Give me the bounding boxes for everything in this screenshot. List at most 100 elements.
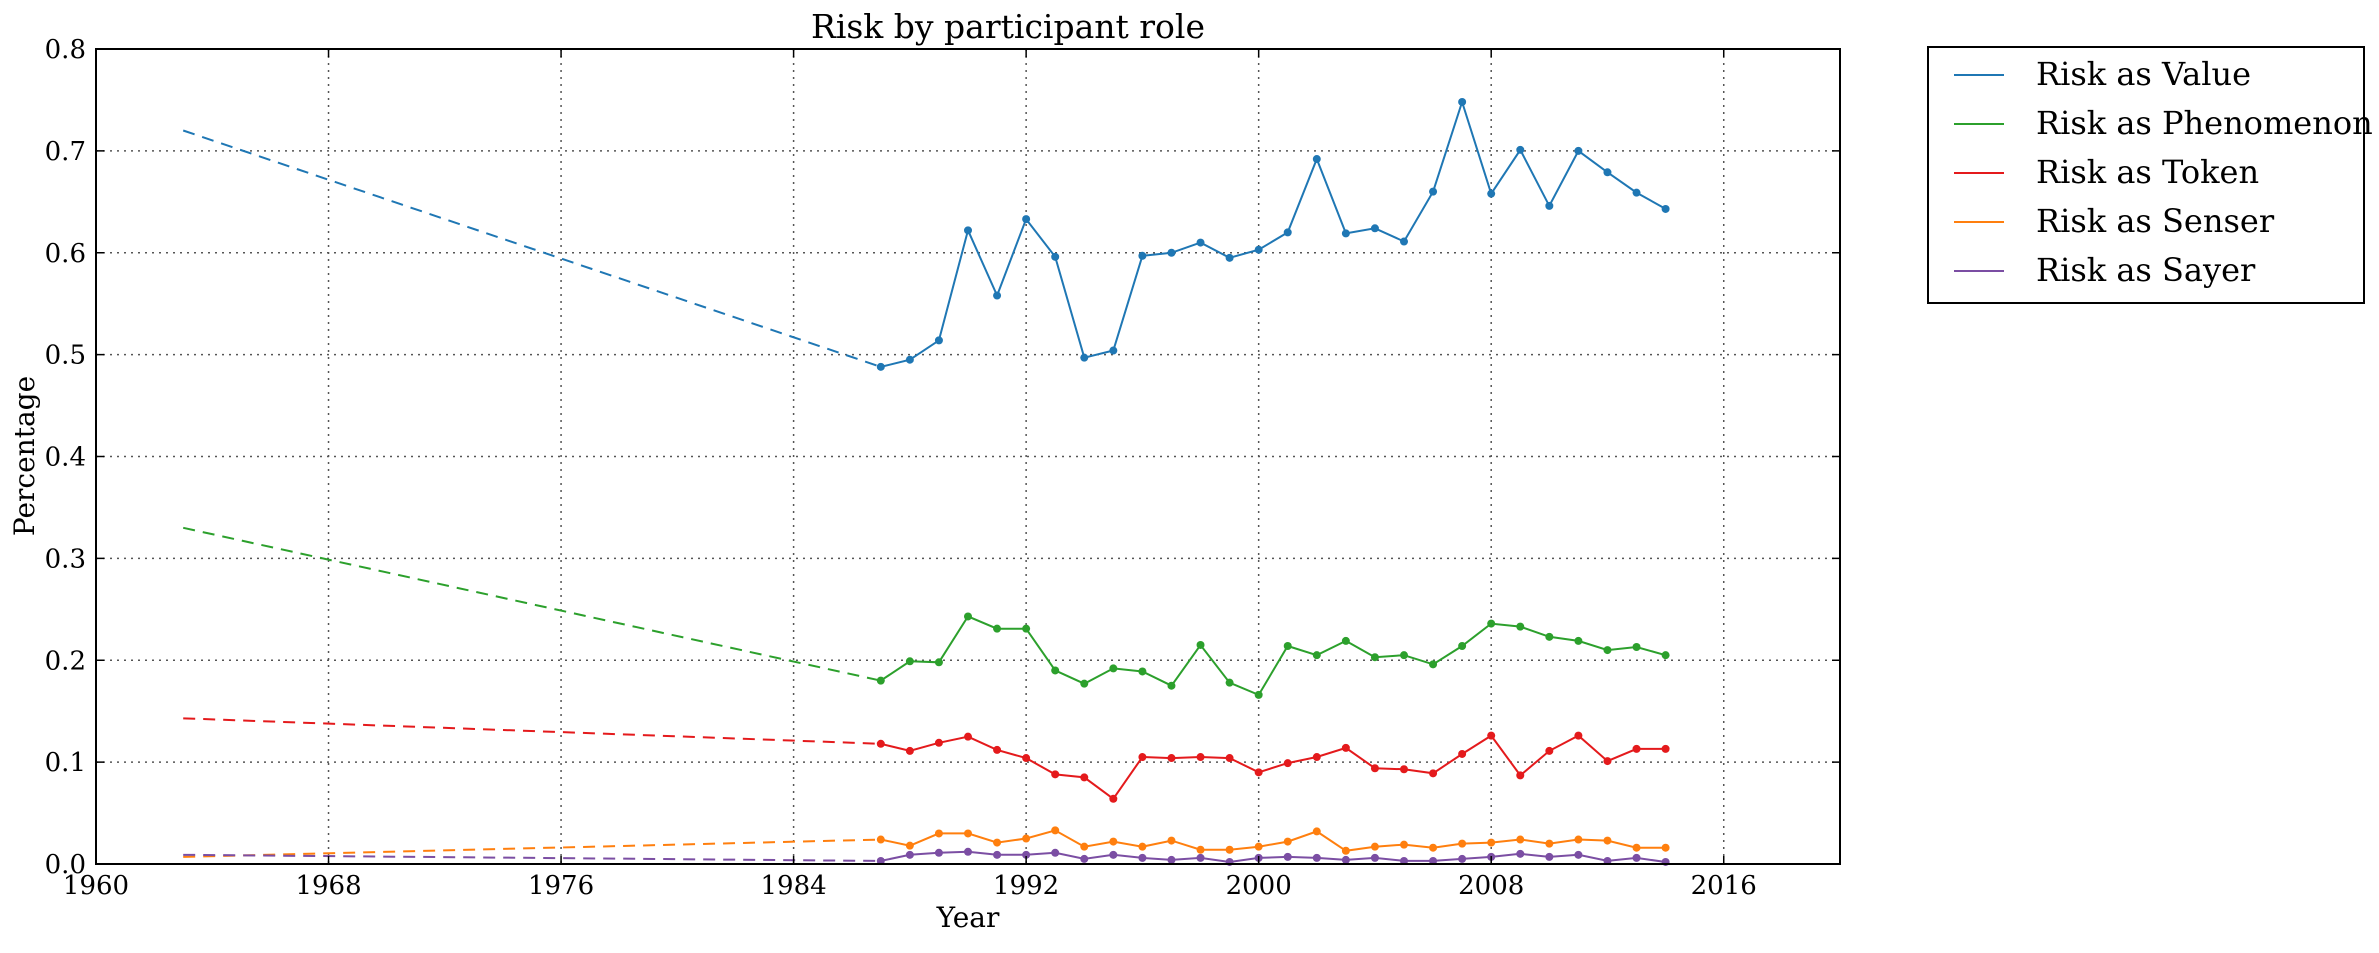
x-tick-label: 1960 [63, 871, 129, 901]
x-tick-label: 1984 [761, 871, 827, 901]
data-point [1487, 619, 1496, 628]
data-point [1254, 690, 1263, 699]
data-point [1283, 852, 1292, 861]
series-1 [182, 97, 1670, 371]
data-point [1545, 201, 1554, 210]
data-point [1341, 743, 1350, 752]
data-point [1196, 640, 1205, 649]
data-point [1022, 850, 1031, 859]
data-point [1632, 188, 1641, 197]
data-point [1429, 843, 1438, 852]
data-point [1603, 836, 1612, 845]
series-trend-line [183, 838, 881, 858]
data-point [964, 226, 972, 235]
series-line [880, 829, 1666, 852]
data-point [905, 355, 914, 364]
x-tick-label: 1968 [295, 871, 361, 901]
data-point [1516, 145, 1525, 154]
data-point [1458, 97, 1467, 106]
data-point [1632, 744, 1641, 753]
data-point [1051, 252, 1060, 261]
data-point [876, 362, 885, 371]
data-point [993, 838, 1002, 847]
series-line [880, 98, 1667, 368]
data-point [1109, 664, 1118, 673]
data-point [1429, 187, 1438, 196]
data-point [1429, 856, 1438, 865]
data-point [1545, 632, 1554, 641]
data-point [993, 291, 1002, 300]
legend-label: Risk as Value [2036, 55, 2251, 93]
data-point [964, 829, 972, 838]
data-point [1109, 837, 1118, 846]
data-point [1341, 846, 1350, 855]
data-point [1370, 653, 1379, 662]
data-point [905, 850, 914, 859]
data-point [1051, 770, 1060, 779]
data-point [1429, 769, 1438, 778]
chart-title: Risk by participant role [811, 7, 1205, 46]
data-point [993, 745, 1002, 754]
series-2 [182, 526, 1670, 699]
x-tick-label: 2008 [1458, 871, 1524, 901]
data-point [1603, 856, 1612, 865]
data-point [1516, 849, 1525, 858]
data-point [1051, 826, 1060, 835]
data-point [1429, 660, 1438, 669]
data-point [1196, 845, 1205, 854]
data-point [1370, 842, 1379, 851]
data-point [1109, 346, 1118, 355]
data-point [1312, 651, 1321, 660]
data-point [1022, 754, 1031, 763]
legend-item: Risk as Senser [1954, 202, 2275, 240]
x-tick-label: 1992 [993, 871, 1059, 901]
data-point [934, 829, 943, 838]
data-point [1370, 853, 1379, 862]
data-point [1022, 624, 1031, 633]
data-point [1254, 768, 1263, 777]
y-tick-label: 0.3 [45, 544, 86, 574]
series-line [880, 615, 1666, 697]
data-point [1458, 749, 1467, 758]
data-point [1574, 850, 1583, 859]
data-point [1516, 835, 1525, 844]
data-point [1254, 842, 1263, 851]
data-point [1196, 753, 1205, 762]
data-point [1603, 168, 1612, 177]
y-tick-label: 0.5 [45, 341, 86, 371]
data-point [1574, 835, 1583, 844]
data-point [1341, 636, 1350, 645]
data-point [1312, 155, 1321, 164]
y-tick-label: 0.0 [45, 850, 86, 880]
data-point [1574, 636, 1583, 645]
data-point [1196, 853, 1205, 862]
legend-label: Risk as Sayer [2036, 251, 2256, 289]
data-point [1167, 681, 1176, 690]
data-point [1138, 667, 1147, 676]
data-point [1312, 753, 1321, 762]
data-point [1661, 651, 1670, 660]
data-point [1080, 842, 1089, 851]
data-point [1545, 839, 1554, 848]
data-point [964, 732, 972, 741]
data-point [876, 739, 885, 748]
series-5 [183, 847, 1670, 866]
data-point [1661, 204, 1670, 213]
data-point [1400, 237, 1408, 246]
data-point [1283, 759, 1292, 768]
series-4 [183, 826, 1670, 858]
legend-item: Risk as Value [1954, 55, 2251, 93]
data-point [1632, 643, 1641, 652]
x-tick-label: 2016 [1691, 871, 1757, 901]
data-point [993, 624, 1002, 633]
data-point [1051, 848, 1060, 857]
y-tick-label: 0.6 [45, 239, 86, 269]
data-point [1370, 224, 1379, 233]
data-point [1516, 622, 1525, 631]
data-point [1487, 189, 1496, 198]
x-tick-label: 2000 [1226, 871, 1292, 901]
data-point [876, 835, 885, 844]
legend-item: Risk as Phenomenon [1954, 104, 2373, 142]
